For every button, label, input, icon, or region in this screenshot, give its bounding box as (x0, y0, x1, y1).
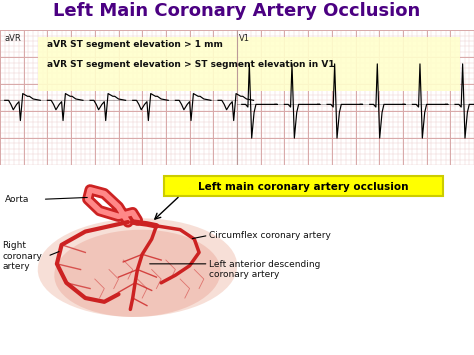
Text: Right
coronary
artery: Right coronary artery (2, 241, 42, 271)
Text: Circumflex coronary artery: Circumflex coronary artery (209, 231, 330, 240)
Text: aVR ST segment elevation > ST segment elevation in V1: aVR ST segment elevation > ST segment el… (47, 60, 335, 69)
Text: Left main coronary artery occlusion: Left main coronary artery occlusion (198, 181, 409, 192)
Ellipse shape (38, 218, 237, 317)
Text: aVR ST segment elevation > 1 mm: aVR ST segment elevation > 1 mm (47, 40, 223, 49)
FancyBboxPatch shape (164, 176, 443, 196)
Ellipse shape (55, 230, 220, 317)
FancyBboxPatch shape (38, 37, 460, 91)
Text: Left anterior descending
coronary artery: Left anterior descending coronary artery (209, 260, 320, 279)
Text: aVR: aVR (5, 34, 21, 43)
Text: V1: V1 (239, 34, 250, 43)
Text: Left Main Coronary Artery Occlusion: Left Main Coronary Artery Occlusion (54, 2, 420, 20)
Text: Aorta: Aorta (5, 195, 29, 204)
